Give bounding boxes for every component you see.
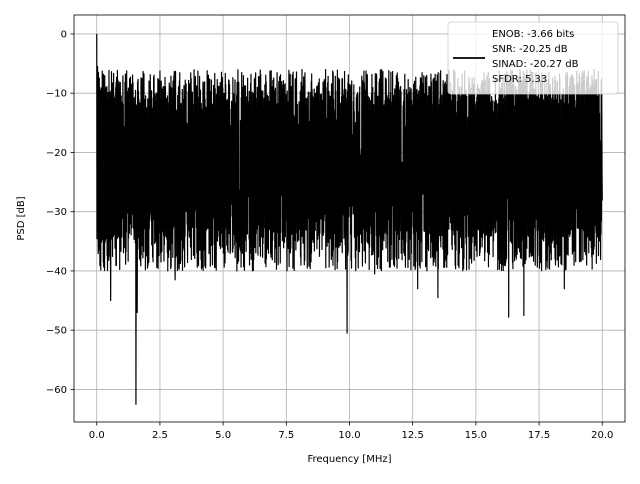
- y-tick-label: 0: [61, 29, 67, 40]
- x-axis-ticks: 0.0 2.5 5.0 7.5 10.0 12.5 15.0 17.5 20.0: [89, 422, 613, 441]
- x-tick-label: 10.0: [338, 430, 360, 441]
- y-axis-label: PSD [dB]: [16, 196, 27, 240]
- x-tick-label: 15.0: [465, 430, 487, 441]
- legend-line-enob: ENOB: -3.66 bits: [492, 29, 574, 40]
- y-tick-label: −30: [46, 207, 67, 218]
- x-tick-label: 17.5: [528, 430, 550, 441]
- legend: ENOB: -3.66 bits SNR: -20.25 dB SINAD: -…: [447, 21, 619, 95]
- legend-box: [447, 21, 619, 95]
- y-tick-label: −20: [46, 148, 67, 159]
- legend-line-snr: SNR: -20.25 dB: [492, 44, 568, 55]
- legend-line-sfdr: SFDR: 5.33: [492, 74, 547, 85]
- x-tick-label: 0.0: [89, 430, 105, 441]
- psd-trace: [96, 33, 603, 405]
- y-tick-label: −40: [46, 266, 67, 277]
- x-tick-label: 7.5: [278, 430, 294, 441]
- y-tick-label: −10: [46, 89, 67, 100]
- legend-line-sinad: SINAD: -20.27 dB: [492, 59, 579, 70]
- x-tick-label: 20.0: [591, 430, 613, 441]
- y-tick-label: −60: [46, 385, 67, 396]
- psd-series-line: [96, 33, 603, 405]
- y-axis-ticks: 0 −10 −20 −30 −40 −50 −60: [46, 29, 74, 396]
- x-tick-label: 12.5: [402, 430, 424, 441]
- x-tick-label: 2.5: [152, 430, 168, 441]
- x-axis-label: Frequency [MHz]: [307, 454, 391, 465]
- y-tick-label: −50: [46, 326, 67, 337]
- x-tick-label: 5.0: [215, 430, 231, 441]
